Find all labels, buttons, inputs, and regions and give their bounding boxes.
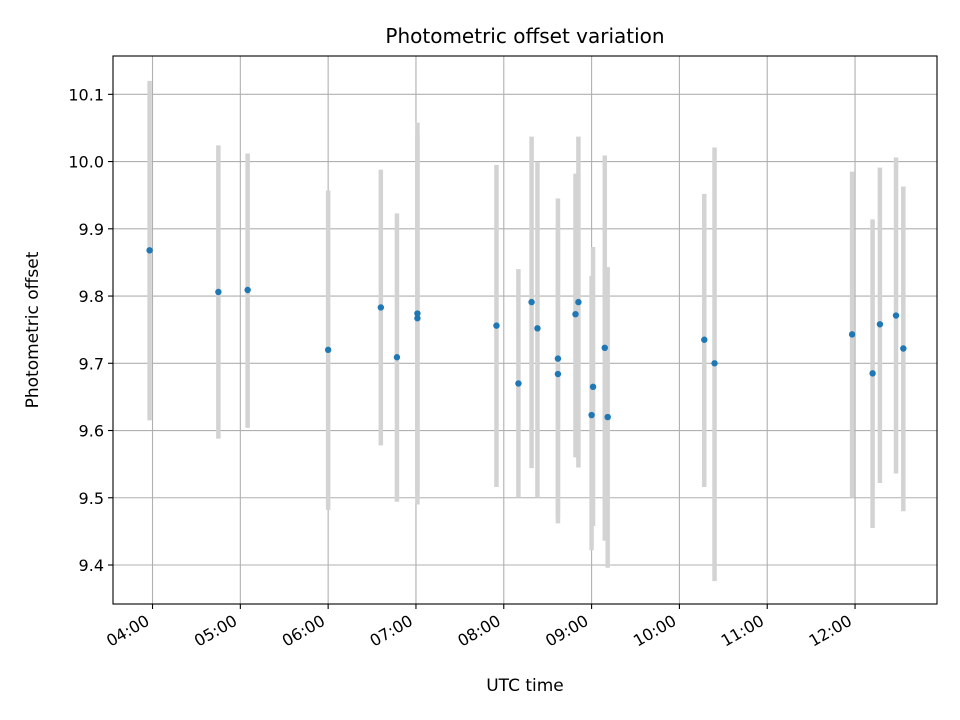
data-point xyxy=(534,325,541,332)
plot-frame xyxy=(112,55,938,605)
data-point xyxy=(528,298,535,306)
data-point xyxy=(701,336,708,343)
data-point xyxy=(554,370,562,378)
data-point xyxy=(414,310,421,317)
data-point xyxy=(892,312,900,319)
chart-title: Photometric offset variation xyxy=(385,24,664,48)
data-point xyxy=(589,383,597,391)
data-point xyxy=(575,298,582,306)
data-point xyxy=(215,288,222,296)
data-point xyxy=(554,355,562,362)
y-axis: 9.4 9.5 9.6 9.7 9.8 9.9 10.0 10.1 xyxy=(68,85,113,575)
data-point xyxy=(876,321,884,328)
y-tick-label: 10.1 xyxy=(68,85,104,104)
data-point xyxy=(869,370,876,377)
data-point xyxy=(414,315,421,322)
data-point xyxy=(146,247,153,254)
data-points xyxy=(146,247,907,421)
data-point xyxy=(900,345,907,352)
y-tick-label: 9.7 xyxy=(79,354,104,373)
data-point xyxy=(601,344,608,352)
y-tick-label: 9.6 xyxy=(79,422,104,441)
data-point xyxy=(572,310,579,318)
plot-area xyxy=(113,56,937,604)
data-point xyxy=(515,380,522,387)
y-tick-label: 10.0 xyxy=(68,153,104,172)
data-point xyxy=(848,331,856,338)
data-point xyxy=(244,286,251,294)
data-point xyxy=(711,360,718,367)
data-point xyxy=(324,346,332,354)
data-point xyxy=(588,411,595,419)
y-tick-label: 9.9 xyxy=(79,220,104,239)
data-point xyxy=(377,304,385,311)
data-point xyxy=(604,413,611,421)
data-point xyxy=(493,322,500,329)
data-point xyxy=(393,354,401,361)
y-axis-title: Photometric offset xyxy=(23,251,43,408)
y-tick-label: 9.5 xyxy=(79,489,104,508)
y-tick-label: 9.4 xyxy=(79,556,104,575)
x-axis-title: UTC time xyxy=(486,676,564,696)
y-tick-label: 9.8 xyxy=(79,287,104,306)
